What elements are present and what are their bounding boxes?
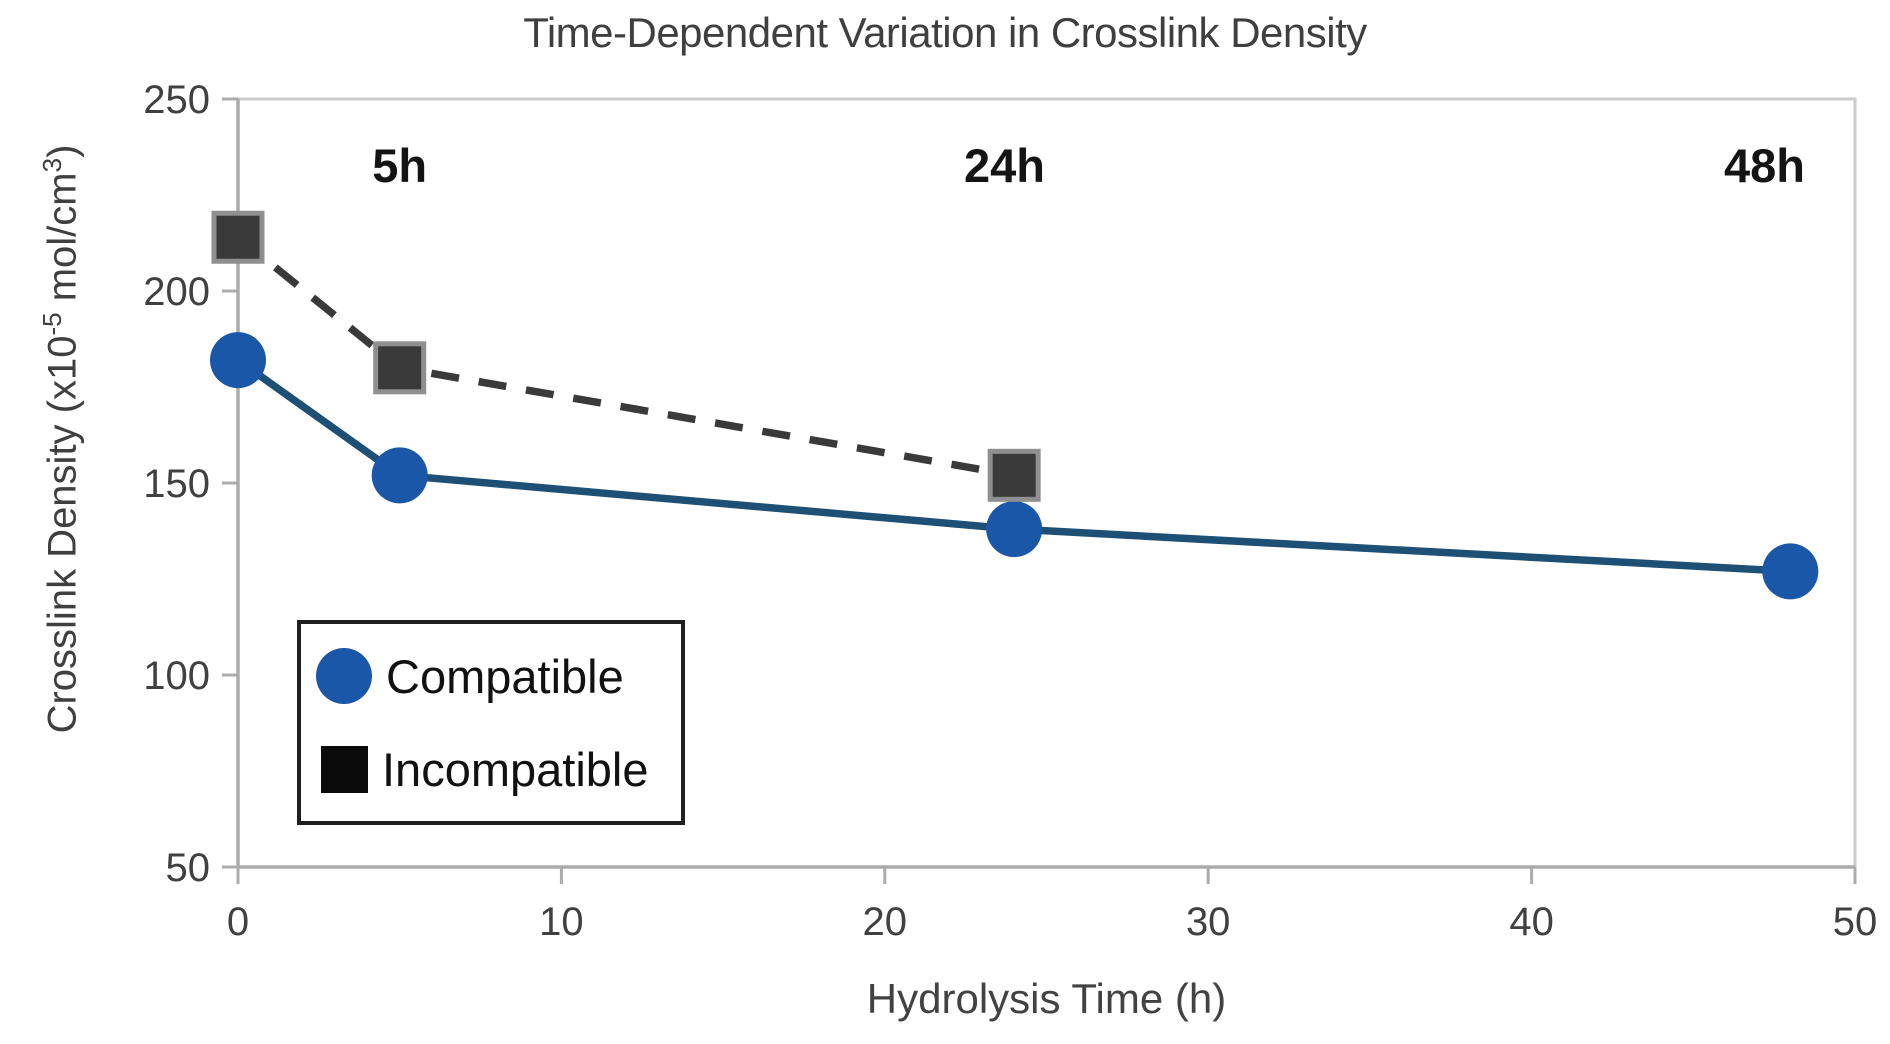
legend-item-incompatible: Incompatible [316,742,649,797]
marker-incompatible-1 [373,341,427,395]
y-tick-label: 250 [143,78,210,122]
y-tick-label: 150 [143,462,210,506]
x-tick-label: 30 [1186,900,1231,944]
legend-label-incompatible: Incompatible [382,743,649,796]
y-tick-label: 100 [143,654,210,698]
annotation-label: 5h [372,139,428,192]
series-line-compatible [235,357,1791,576]
x-tick-label: 10 [539,900,584,944]
annotation-label: 24h [963,139,1045,192]
x-tick-label: 0 [227,900,249,944]
x-tick-label: 20 [863,900,908,944]
y-tick-label: 50 [166,846,211,890]
plot-frame [238,97,1857,867]
marker-incompatible-0 [211,210,265,264]
annotation-label: 48h [1723,139,1805,192]
compatible-circle-swatch-icon [316,648,372,704]
marker-compatible-1 [371,447,428,504]
y-tick-label: 200 [143,270,210,314]
legend-item-compatible: Compatible [316,648,624,704]
marker-compatible-2 [986,501,1043,558]
incompatible-square-swatch-icon [321,746,368,793]
legend-label-compatible: Compatible [386,649,624,703]
x-tick-label: 40 [1509,900,1554,944]
x-axis-title: Hydrolysis Time (h) [866,975,1227,1022]
marker-compatible-3 [1762,543,1819,600]
x-tick-label: 50 [1833,900,1878,944]
marker-compatible-0 [210,332,266,389]
legend-box: Compatible Incompatible [297,620,685,825]
chart-title: Time-Dependent Variation in Crosslink De… [523,9,1367,56]
marker-incompatible-2 [987,448,1041,502]
